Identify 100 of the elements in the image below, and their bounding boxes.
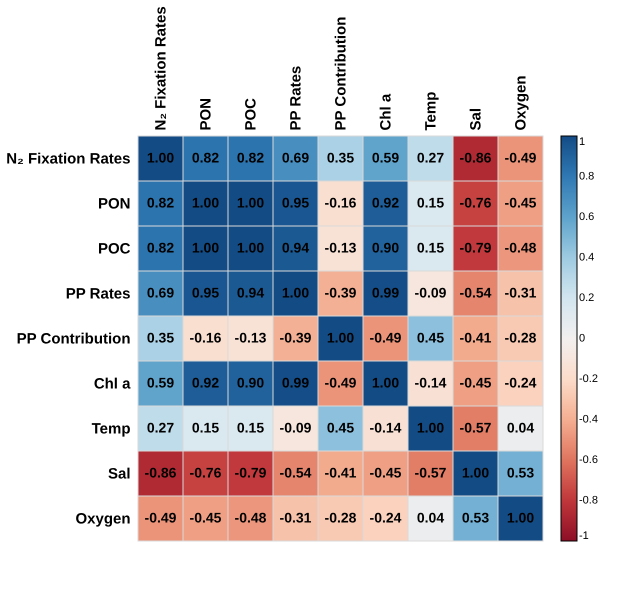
x-tick-label: Oxygen [512, 75, 530, 130]
data-label: -0.45 [190, 510, 222, 526]
data-label: -0.31 [504, 284, 537, 300]
data-label: 0.04 [416, 510, 444, 526]
color-bar-label: 0.6 [579, 211, 594, 223]
data-label: -0.48 [234, 510, 267, 526]
x-tick-label: PP Rates [288, 66, 304, 130]
data-label: 0.69 [282, 150, 310, 166]
data-label: 1.00 [146, 150, 174, 166]
data-label: 1.00 [416, 420, 444, 436]
data-label: -0.39 [324, 284, 357, 300]
y-tick-label: PP Rates [66, 286, 130, 302]
color-bar-label: -0.6 [579, 454, 598, 466]
data-label: 0.53 [462, 510, 490, 526]
data-label: 0.04 [506, 420, 534, 436]
data-label: 0.15 [416, 240, 444, 256]
data-label: 0.69 [146, 284, 174, 300]
data-label: -0.45 [504, 194, 537, 210]
data-label: 0.82 [192, 150, 220, 166]
data-label: -0.54 [280, 464, 312, 480]
data-label: -0.09 [414, 284, 447, 300]
data-label: 0.35 [326, 150, 354, 166]
data-label: -0.28 [504, 330, 537, 346]
y-tick-label: Chl a [94, 376, 132, 392]
data-label: 1.00 [192, 194, 220, 210]
data-label: 0.45 [326, 420, 354, 436]
x-tick-label: PON [198, 98, 214, 130]
color-bar-label: 0.4 [579, 252, 594, 264]
y-tick-label: N₂ Fixation Rates [6, 150, 130, 168]
data-label: -0.13 [234, 330, 267, 346]
data-label: 0.99 [282, 374, 310, 390]
y-tick-label: PP Contribution [16, 330, 130, 348]
data-label: -0.16 [190, 330, 222, 346]
data-label: 1.00 [236, 194, 264, 210]
x-tick-label: POC [242, 98, 260, 130]
data-label: -0.24 [504, 374, 537, 390]
x-tick-label: PP Contribution [332, 16, 350, 130]
y-tick-label: POC [98, 240, 131, 258]
data-label: 0.99 [372, 284, 400, 300]
data-label: 0.82 [146, 240, 174, 256]
color-bar-label: 0 [579, 332, 586, 344]
data-label: -0.86 [144, 464, 177, 480]
data-label: -0.31 [280, 510, 312, 526]
color-bar-label: -1 [579, 530, 589, 542]
data-label: 0.94 [282, 240, 310, 256]
data-label: -0.28 [324, 510, 357, 526]
data-label: 1.00 [326, 330, 354, 346]
data-label: -0.13 [324, 240, 357, 256]
data-label: 1.00 [506, 510, 534, 526]
x-tick-label: Chl a [378, 93, 394, 130]
color-bar-label: 1 [579, 136, 586, 148]
data-label: -0.49 [370, 330, 402, 346]
data-label: -0.76 [460, 194, 492, 210]
data-label: -0.41 [324, 464, 357, 480]
data-label: -0.79 [460, 240, 492, 256]
data-label: -0.48 [504, 240, 537, 256]
data-label: -0.54 [460, 284, 492, 300]
color-bar-label: -0.4 [579, 414, 598, 426]
data-label: 0.59 [372, 150, 400, 166]
data-label: 0.59 [146, 374, 174, 390]
data-label: 0.82 [236, 150, 264, 166]
data-label: -0.24 [370, 510, 402, 526]
data-label: -0.14 [370, 420, 402, 436]
data-label: -0.76 [190, 464, 222, 480]
color-bar-label: -0.2 [579, 373, 598, 385]
y-tick-label: Temp [92, 420, 130, 438]
data-label: 0.92 [372, 194, 400, 210]
data-label: 1.00 [372, 374, 400, 390]
data-label: -0.45 [370, 464, 402, 480]
data-label: 0.95 [192, 284, 220, 300]
data-label: -0.39 [280, 330, 312, 346]
data-label: -0.49 [504, 150, 537, 166]
data-label: 0.90 [236, 374, 264, 390]
x-tick-label: Sal [468, 108, 484, 130]
data-label: 1.00 [192, 240, 220, 256]
data-label: -0.86 [460, 150, 492, 166]
data-label: 0.45 [416, 330, 444, 346]
y-tick-label: Oxygen [75, 510, 130, 528]
data-label: -0.16 [324, 194, 357, 210]
data-label: 0.27 [416, 150, 444, 166]
data-label: -0.79 [234, 464, 267, 480]
data-label: 0.15 [236, 420, 264, 436]
data-label: 0.15 [416, 194, 444, 210]
x-tick-label: Temp [422, 92, 440, 130]
data-label: 0.90 [372, 240, 400, 256]
data-label: 0.95 [282, 194, 310, 210]
data-label: 0.27 [146, 420, 174, 436]
data-label: 1.00 [462, 464, 490, 480]
data-label: 1.00 [282, 284, 310, 300]
data-label: 1.00 [236, 240, 264, 256]
data-label: -0.49 [144, 510, 177, 526]
data-label: 0.53 [506, 464, 534, 480]
data-label: 0.15 [192, 420, 220, 436]
data-label: 0.94 [236, 284, 264, 300]
color-bar-label: 0.2 [579, 292, 594, 304]
data-label: 0.35 [146, 330, 174, 346]
data-label: -0.09 [280, 420, 312, 436]
y-tick-label: Sal [108, 466, 130, 482]
data-label: -0.45 [460, 374, 492, 390]
color-bar-label: -0.8 [579, 494, 598, 506]
